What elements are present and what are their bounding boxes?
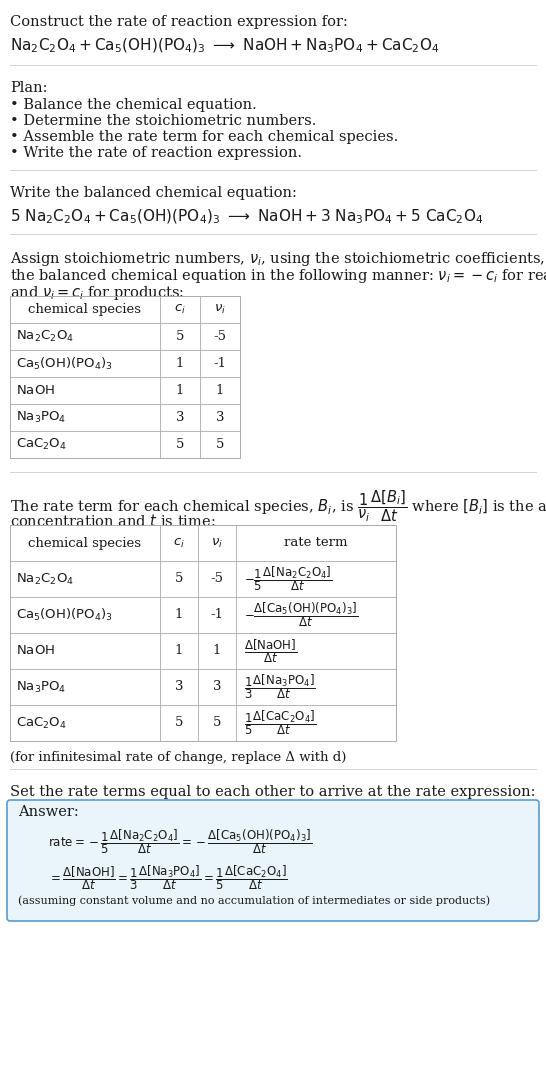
Text: 1: 1 [175, 609, 183, 622]
Text: the balanced chemical equation in the following manner: $\nu_i = -c_i$ for react: the balanced chemical equation in the fo… [10, 267, 546, 285]
Text: rate term: rate term [284, 536, 348, 550]
Text: $-\dfrac{\Delta[\mathrm{Ca_5(OH)(PO_4)_3}]}{\Delta t}$: $-\dfrac{\Delta[\mathrm{Ca_5(OH)(PO_4)_3… [244, 600, 358, 629]
Text: $= \dfrac{\Delta[\mathrm{NaOH}]}{\Delta t} = \dfrac{1}{3}\dfrac{\Delta[\mathrm{N: $= \dfrac{\Delta[\mathrm{NaOH}]}{\Delta … [48, 863, 288, 892]
Text: $\dfrac{1}{3}\dfrac{\Delta[\mathrm{Na_3PO_4}]}{\Delta t}$: $\dfrac{1}{3}\dfrac{\Delta[\mathrm{Na_3P… [244, 672, 316, 701]
Text: Write the balanced chemical equation:: Write the balanced chemical equation: [10, 187, 297, 200]
Text: $\mathrm{Na_3PO_4}$: $\mathrm{Na_3PO_4}$ [16, 680, 66, 695]
Text: Set the rate terms equal to each other to arrive at the rate expression:: Set the rate terms equal to each other t… [10, 785, 536, 799]
Text: 1: 1 [176, 357, 184, 370]
Text: 3: 3 [213, 681, 221, 694]
Text: chemical species: chemical species [28, 303, 141, 316]
Text: $\mathrm{Ca_5(OH)(PO_4)_3}$: $\mathrm{Ca_5(OH)(PO_4)_3}$ [16, 607, 113, 623]
Text: 5: 5 [213, 716, 221, 730]
Text: $\mathrm{NaOH}$: $\mathrm{NaOH}$ [16, 644, 55, 657]
Bar [10, 525, 396, 741]
Text: 3: 3 [176, 411, 184, 425]
Text: -1: -1 [213, 357, 227, 370]
Text: • Determine the stoichiometric numbers.: • Determine the stoichiometric numbers. [10, 114, 316, 128]
Bar [10, 296, 240, 458]
Text: $\nu_i$: $\nu_i$ [214, 303, 226, 316]
Text: 1: 1 [216, 384, 224, 397]
Text: 3: 3 [216, 411, 224, 425]
Text: $\mathrm{NaOH}$: $\mathrm{NaOH}$ [16, 384, 55, 397]
Text: 5: 5 [176, 330, 184, 343]
Text: -1: -1 [211, 609, 223, 622]
Text: Assign stoichiometric numbers, $\nu_i$, using the stoichiometric coefficients, $: Assign stoichiometric numbers, $\nu_i$, … [10, 250, 546, 268]
Text: $\mathrm{CaC_2O_4}$: $\mathrm{CaC_2O_4}$ [16, 437, 67, 452]
Text: $\mathrm{Na_2C_2O_4}$: $\mathrm{Na_2C_2O_4}$ [16, 571, 74, 586]
Text: $\mathrm{CaC_2O_4}$: $\mathrm{CaC_2O_4}$ [16, 715, 67, 730]
Text: $\dfrac{1}{5}\dfrac{\Delta[\mathrm{CaC_2O_4}]}{\Delta t}$: $\dfrac{1}{5}\dfrac{\Delta[\mathrm{CaC_2… [244, 709, 317, 738]
Text: $\mathrm{Ca_5(OH)(PO_4)_3}$: $\mathrm{Ca_5(OH)(PO_4)_3}$ [16, 356, 113, 372]
Text: • Balance the chemical equation.: • Balance the chemical equation. [10, 98, 257, 111]
Text: 1: 1 [175, 644, 183, 657]
FancyBboxPatch shape [7, 800, 539, 921]
Text: 1: 1 [213, 644, 221, 657]
Text: $-\dfrac{1}{5}\dfrac{\Delta[\mathrm{Na_2C_2O_4}]}{\Delta t}$: $-\dfrac{1}{5}\dfrac{\Delta[\mathrm{Na_2… [244, 565, 333, 594]
Text: • Assemble the rate term for each chemical species.: • Assemble the rate term for each chemic… [10, 130, 398, 144]
Text: $\mathrm{5\ Na_2C_2O_4 + Ca_5(OH)(PO_4)_3\ \longrightarrow\ NaOH + 3\ Na_3PO_4 +: $\mathrm{5\ Na_2C_2O_4 + Ca_5(OH)(PO_4)_… [10, 208, 483, 226]
Text: $\mathrm{Na_2C_2O_4 + Ca_5(OH)(PO_4)_3\ \longrightarrow\ NaOH + Na_3PO_4 + CaC_2: $\mathrm{Na_2C_2O_4 + Ca_5(OH)(PO_4)_3\ … [10, 38, 440, 56]
Text: Construct the rate of reaction expression for:: Construct the rate of reaction expressio… [10, 15, 348, 29]
Text: $\mathrm{rate} = -\dfrac{1}{5}\dfrac{\Delta[\mathrm{Na_2C_2O_4}]}{\Delta t} = -\: $\mathrm{rate} = -\dfrac{1}{5}\dfrac{\De… [48, 827, 312, 855]
Text: 5: 5 [176, 438, 184, 451]
Text: 5: 5 [175, 572, 183, 585]
Text: (assuming constant volume and no accumulation of intermediates or side products): (assuming constant volume and no accumul… [18, 895, 490, 906]
Text: chemical species: chemical species [28, 536, 141, 550]
Text: (for infinitesimal rate of change, replace Δ with d): (for infinitesimal rate of change, repla… [10, 751, 346, 764]
Text: -5: -5 [211, 572, 223, 585]
Text: concentration and $t$ is time:: concentration and $t$ is time: [10, 513, 216, 528]
Text: The rate term for each chemical species, $B_i$, is $\dfrac{1}{\nu_i}\dfrac{\Delt: The rate term for each chemical species,… [10, 488, 546, 523]
Text: and $\nu_i = c_i$ for products:: and $\nu_i = c_i$ for products: [10, 284, 185, 302]
Text: 5: 5 [216, 438, 224, 451]
Text: $\dfrac{\Delta[\mathrm{NaOH}]}{\Delta t}$: $\dfrac{\Delta[\mathrm{NaOH}]}{\Delta t}… [244, 637, 297, 665]
Text: Answer:: Answer: [18, 805, 79, 819]
Text: $\nu_i$: $\nu_i$ [211, 536, 223, 550]
Text: $\mathrm{Na_3PO_4}$: $\mathrm{Na_3PO_4}$ [16, 410, 66, 426]
Text: Plan:: Plan: [10, 81, 48, 95]
Text: 3: 3 [175, 681, 183, 694]
Text: $c_i$: $c_i$ [174, 303, 186, 316]
Text: 1: 1 [176, 384, 184, 397]
Text: $c_i$: $c_i$ [173, 536, 185, 550]
Text: -5: -5 [213, 330, 227, 343]
Text: 5: 5 [175, 716, 183, 730]
Text: $\mathrm{Na_2C_2O_4}$: $\mathrm{Na_2C_2O_4}$ [16, 329, 74, 344]
Text: • Write the rate of reaction expression.: • Write the rate of reaction expression. [10, 146, 302, 160]
